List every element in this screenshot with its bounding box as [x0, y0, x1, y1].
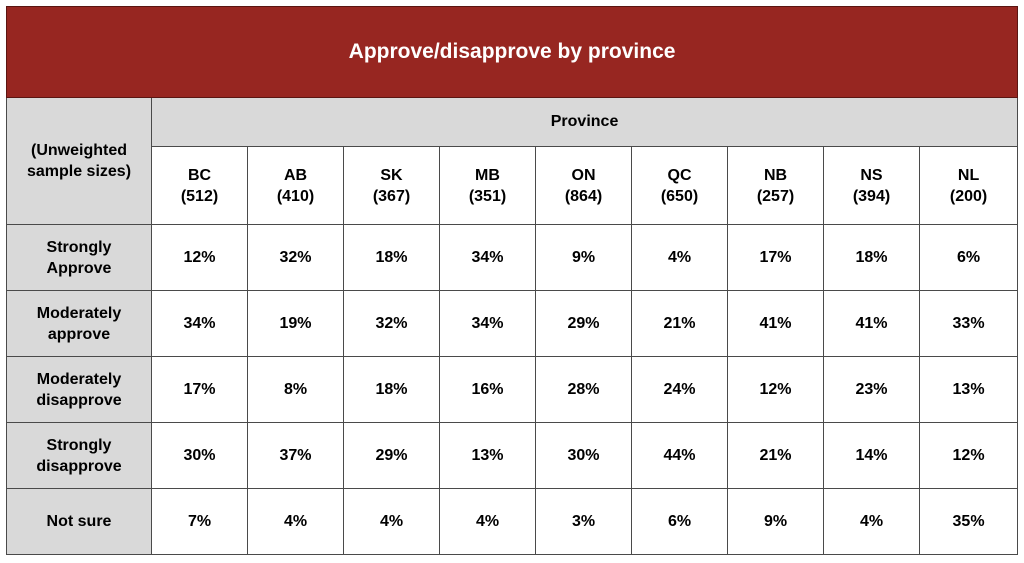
data-cell: 35%	[918, 488, 1019, 555]
sample-size: (200)	[949, 187, 988, 205]
data-cell: 28%	[535, 356, 632, 423]
data-cell: 4%	[343, 488, 440, 555]
data-cell: 6%	[918, 224, 1019, 291]
data-cell: 12%	[918, 422, 1019, 489]
sample-size: (650)	[660, 187, 699, 205]
data-cell: 30%	[151, 422, 248, 489]
column-header-bc: BC (512)	[151, 146, 248, 225]
data-cell: 9%	[535, 224, 632, 291]
table-title: Approve/disapprove by province	[5, 6, 1019, 98]
data-cell: 32%	[247, 224, 344, 291]
group-header: Province	[150, 97, 1019, 147]
data-cell: 41%	[823, 290, 920, 357]
row-label-line1: Not sure	[46, 513, 112, 530]
data-cell: 30%	[535, 422, 632, 489]
row-label-line1: Moderately	[36, 304, 122, 322]
province-code: SK	[380, 166, 403, 184]
row-label: Moderately disapprove	[6, 356, 152, 423]
data-cell: 4%	[631, 224, 728, 291]
data-cell: 21%	[631, 290, 728, 357]
row-label: Moderately approve	[6, 290, 152, 357]
data-cell: 9%	[727, 488, 824, 555]
table-row: Not sure 7% 4% 4% 4% 3% 6% 9% 4% 35%	[6, 488, 1019, 555]
column-header-on: ON (864)	[535, 146, 632, 225]
table-container: Approve/disapprove by province (Unweight…	[5, 6, 1019, 555]
province-code: AB	[283, 166, 308, 184]
data-cell: 17%	[151, 356, 248, 423]
sample-size: (512)	[180, 187, 219, 205]
province-code: BC	[187, 166, 212, 184]
data-cell: 18%	[823, 224, 920, 291]
province-table: Approve/disapprove by province (Unweight…	[5, 6, 1019, 555]
data-cell: 3%	[535, 488, 632, 555]
data-cell: 41%	[727, 290, 824, 357]
table-row: Moderately approve 34% 19% 32% 34% 29% 21% 41% 41…	[6, 290, 1019, 357]
row-label-line1: Moderately	[36, 370, 122, 388]
row-label-line2: Approve	[46, 259, 112, 277]
data-cell: 44%	[631, 422, 728, 489]
column-header-mb: MB (351)	[439, 146, 536, 225]
table-row: Moderately disapprove 17% 8% 18% 16% 28% 24% 12%…	[6, 356, 1019, 423]
row-label-line1: Strongly	[46, 238, 112, 256]
column-header-qc: QC (650)	[631, 146, 728, 225]
data-cell: 14%	[823, 422, 920, 489]
province-code: QC	[667, 166, 692, 184]
sample-size: (257)	[756, 187, 795, 205]
column-header-ns: NS (394)	[823, 146, 920, 225]
data-cell: 4%	[247, 488, 344, 555]
sample-size: (351)	[468, 187, 507, 205]
data-cell: 4%	[439, 488, 536, 555]
row-label-line2: approve	[47, 325, 111, 343]
column-header-sk: SK (367)	[343, 146, 440, 225]
province-code: ON	[571, 166, 596, 184]
sample-size: (410)	[276, 187, 315, 205]
province-code: NL	[957, 166, 980, 184]
data-cell: 12%	[151, 224, 248, 291]
column-header-ab: AB (410)	[247, 146, 344, 225]
row-label: Strongly Approve	[6, 224, 152, 291]
data-cell: 37%	[247, 422, 344, 489]
row-label-line1: Strongly	[46, 436, 112, 454]
data-cell: 32%	[343, 290, 440, 357]
data-cell: 7%	[151, 488, 248, 555]
data-cell: 6%	[631, 488, 728, 555]
data-cell: 21%	[727, 422, 824, 489]
sample-size: (367)	[372, 187, 411, 205]
data-cell: 13%	[439, 422, 536, 489]
data-cell: 17%	[727, 224, 824, 291]
table-row: Strongly Approve 12% 32% 18% 34% 9% 4% 17% 18% 6%	[6, 224, 1019, 291]
sample-size: (864)	[564, 187, 603, 205]
column-header-nl: NL (200)	[918, 146, 1019, 225]
province-code: MB	[475, 166, 500, 184]
row-label-line2: disapprove	[36, 457, 122, 475]
data-cell: 19%	[247, 290, 344, 357]
data-cell: 4%	[823, 488, 920, 555]
data-cell: 29%	[535, 290, 632, 357]
row-label: Strongly disapprove	[6, 422, 152, 489]
table-row: Strongly disapprove 30% 37% 29% 13% 30% 44% 21% 1…	[6, 422, 1019, 489]
row-label: Not sure	[6, 488, 152, 555]
province-code: NS	[860, 166, 883, 184]
data-cell: 29%	[343, 422, 440, 489]
data-cell: 16%	[439, 356, 536, 423]
data-cell: 34%	[439, 290, 536, 357]
data-cell: 8%	[247, 356, 344, 423]
data-cell: 23%	[823, 356, 920, 423]
data-cell: 33%	[918, 290, 1019, 357]
data-cell: 12%	[727, 356, 824, 423]
data-cell: 13%	[918, 356, 1019, 423]
province-code: NB	[763, 166, 788, 184]
data-cell: 18%	[343, 356, 440, 423]
data-cell: 24%	[631, 356, 728, 423]
corner-label: (Unweighted sample sizes)	[6, 97, 152, 225]
column-header-nb: NB (257)	[727, 146, 824, 225]
data-cell: 34%	[439, 224, 536, 291]
data-cell: 18%	[343, 224, 440, 291]
sample-size: (394)	[852, 187, 891, 205]
data-cell: 34%	[151, 290, 248, 357]
row-label-line2: disapprove	[36, 391, 122, 409]
